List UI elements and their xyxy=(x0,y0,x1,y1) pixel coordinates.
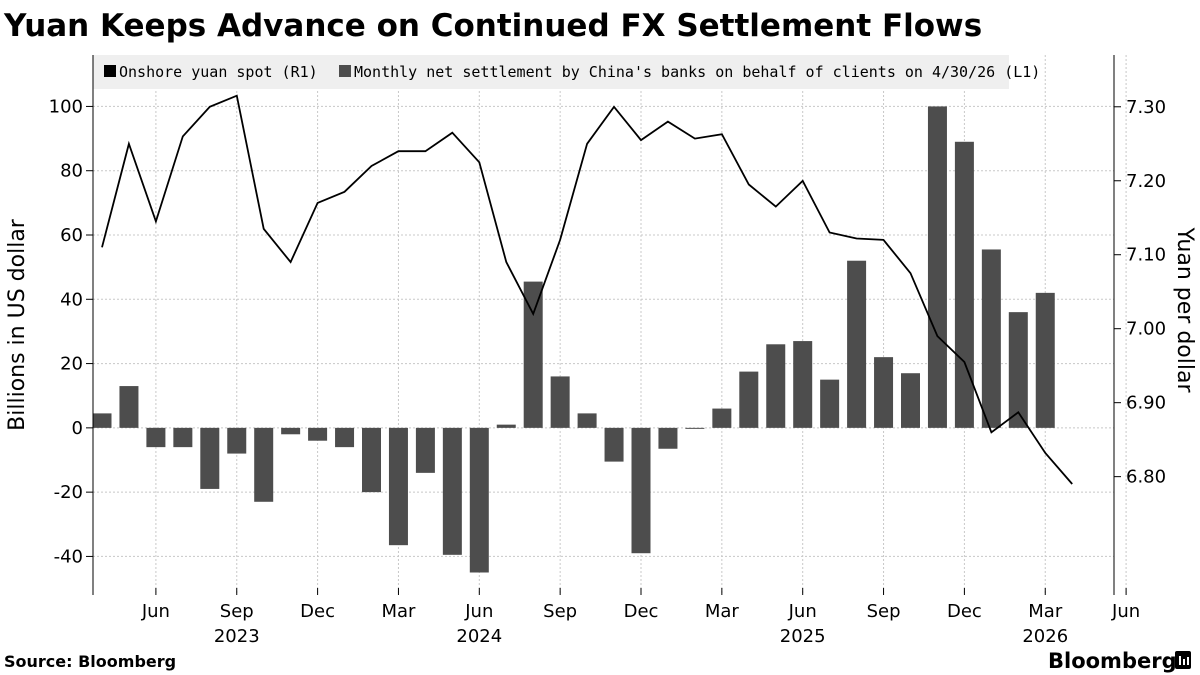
settlement-bar xyxy=(362,427,381,493)
left-tick-label: 60 xyxy=(60,225,83,246)
right-axis-label: Yuan per dollar xyxy=(1172,227,1197,394)
x-tick-label: Mar xyxy=(1028,601,1063,622)
settlement-bar xyxy=(685,427,705,429)
x-tick-label: Jun xyxy=(141,601,170,622)
left-axis-label: Billions in US dollar xyxy=(5,218,30,431)
settlement-bar xyxy=(874,357,894,428)
left-axis-ticks: 100 80 60 40 20 0 -20 -40 xyxy=(49,96,93,567)
left-tick-label: -40 xyxy=(54,546,83,567)
x-tick-label: Dec xyxy=(947,601,982,622)
left-tick-label: 40 xyxy=(60,289,83,310)
left-tick-label: 20 xyxy=(60,354,83,375)
bloomberg-logo-icon-bar1 xyxy=(1179,656,1181,665)
settlement-bar xyxy=(577,413,597,428)
right-tick-label: 7.10 xyxy=(1126,245,1166,266)
settlement-bar xyxy=(954,141,974,428)
chart-title: Yuan Keeps Advance on Continued FX Settl… xyxy=(3,8,982,44)
left-tick-label: 100 xyxy=(49,96,83,117)
yuan-spot-line xyxy=(101,94,1073,485)
right-tick-label: 7.20 xyxy=(1126,171,1166,192)
x-tick-label: Sep xyxy=(543,601,577,622)
legend-label-yuan: Onshore yuan spot (R1) xyxy=(119,63,318,81)
settlement-bar xyxy=(820,379,840,428)
settlement-bar xyxy=(442,427,462,555)
settlement-bar xyxy=(739,371,759,428)
settlement-bar xyxy=(1035,292,1055,428)
x-tick-label: Mar xyxy=(381,601,416,622)
settlement-bar xyxy=(901,373,920,428)
settlement-bar xyxy=(227,427,247,454)
settlement-bar xyxy=(712,408,732,428)
x-tick-label: Jun xyxy=(1111,601,1140,622)
x-year-label: 2026 xyxy=(1022,626,1068,647)
settlement-bar xyxy=(523,281,543,428)
settlement-bar xyxy=(631,427,651,554)
settlement-bar xyxy=(927,106,947,428)
left-tick-label: -20 xyxy=(54,482,83,503)
settlement-bar xyxy=(254,427,274,502)
legend-background xyxy=(93,55,1009,89)
bloomberg-logo-icon-bar3 xyxy=(1187,657,1189,665)
x-tick-label: Mar xyxy=(705,601,740,622)
bloomberg-logo: Bloomberg xyxy=(1048,649,1177,673)
settlement-bar xyxy=(1008,312,1028,428)
x-year-label: 2025 xyxy=(780,626,826,647)
settlement-bar xyxy=(308,427,328,441)
x-tick-label: Jun xyxy=(464,601,493,622)
bloomberg-logo-icon-bar2 xyxy=(1183,659,1185,665)
settlement-bar xyxy=(604,427,624,462)
settlement-bar xyxy=(388,427,408,546)
legend-swatch-settlement xyxy=(339,65,351,77)
source-note: Source: Bloomberg xyxy=(4,652,176,671)
settlement-bar xyxy=(658,427,678,449)
bar-series xyxy=(92,106,1055,573)
left-tick-label: 80 xyxy=(60,161,83,182)
settlement-bar xyxy=(146,427,166,448)
settlement-bar xyxy=(847,260,867,428)
settlement-bar xyxy=(496,424,516,428)
x-axis-ticks: Jun Sep Dec Mar Jun Sep Dec Mar Jun Sep Dec Mar Jun 2… xyxy=(141,588,1140,647)
settlement-bar xyxy=(92,413,112,428)
x-tick-label: Jun xyxy=(788,601,817,622)
right-tick-label: 7.00 xyxy=(1126,319,1166,340)
settlement-bar xyxy=(173,427,193,448)
settlement-bar xyxy=(981,249,1001,428)
x-year-label: 2024 xyxy=(456,626,502,647)
settlement-bar xyxy=(550,376,570,428)
x-tick-label: Sep xyxy=(867,601,901,622)
right-axis-ticks: 7.30 7.20 7.10 7.00 6.90 6.80 xyxy=(1114,97,1166,488)
x-tick-label: Dec xyxy=(300,601,335,622)
x-tick-label: Sep xyxy=(220,601,254,622)
settlement-bar xyxy=(281,427,301,435)
x-year-label: 2023 xyxy=(214,626,260,647)
right-tick-label: 6.90 xyxy=(1126,393,1166,414)
settlement-bar xyxy=(415,427,435,473)
settlement-bar xyxy=(469,427,489,573)
left-tick-label: 0 xyxy=(72,418,83,439)
settlement-bar xyxy=(335,427,355,448)
settlement-bar xyxy=(793,341,813,428)
right-tick-label: 6.80 xyxy=(1126,467,1166,488)
x-tick-label: Dec xyxy=(624,601,659,622)
settlement-bar xyxy=(200,427,220,489)
legend-label-settlement: Monthly net settlement by China's banks … xyxy=(354,63,1040,81)
settlement-bar xyxy=(766,344,786,428)
right-tick-label: 7.30 xyxy=(1126,97,1166,118)
settlement-bar xyxy=(119,386,139,428)
legend-swatch-yuan xyxy=(104,65,116,77)
